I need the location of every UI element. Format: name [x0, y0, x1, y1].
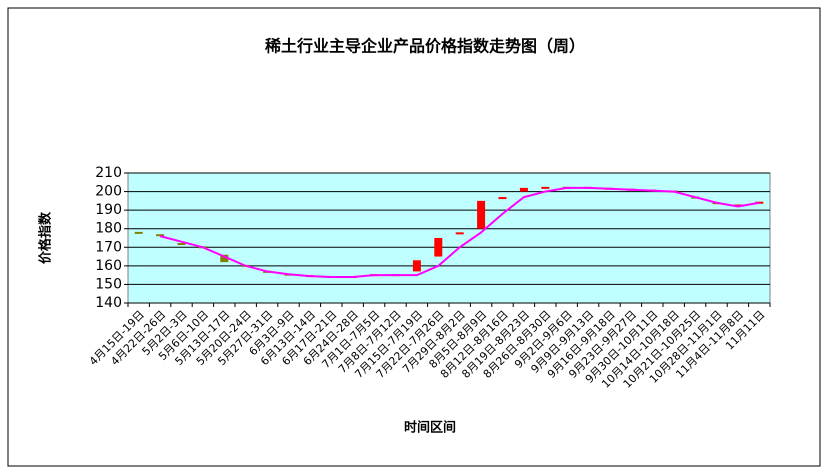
candle-body — [541, 186, 550, 189]
y-tick-label: 180 — [95, 221, 122, 237]
y-tick-label: 200 — [95, 184, 122, 200]
chart-title: 稀土行业主导企业产品价格指数走势图（周） — [265, 37, 585, 56]
y-tick-label: 160 — [95, 258, 122, 274]
candle-body — [412, 260, 421, 272]
candle-body — [477, 200, 486, 229]
y-tick-label: 170 — [95, 239, 122, 255]
y-tick-label: 190 — [95, 202, 122, 218]
y-axis-title: 价格指数 — [38, 211, 54, 264]
candle-body — [434, 238, 443, 257]
candle-body — [177, 243, 186, 246]
candle-body — [455, 232, 464, 235]
candle-body — [498, 197, 507, 200]
candle-body — [519, 187, 528, 192]
y-tick-label: 210 — [95, 165, 122, 181]
candle-body — [220, 254, 229, 263]
trend-line — [159, 186, 760, 278]
candle-body — [156, 234, 165, 237]
y-tick-label: 140 — [95, 295, 122, 311]
y-tick-label: 150 — [95, 276, 122, 292]
candle-body — [134, 231, 143, 234]
x-axis-title: 时间区间 — [404, 420, 456, 436]
plot-area — [127, 172, 771, 304]
